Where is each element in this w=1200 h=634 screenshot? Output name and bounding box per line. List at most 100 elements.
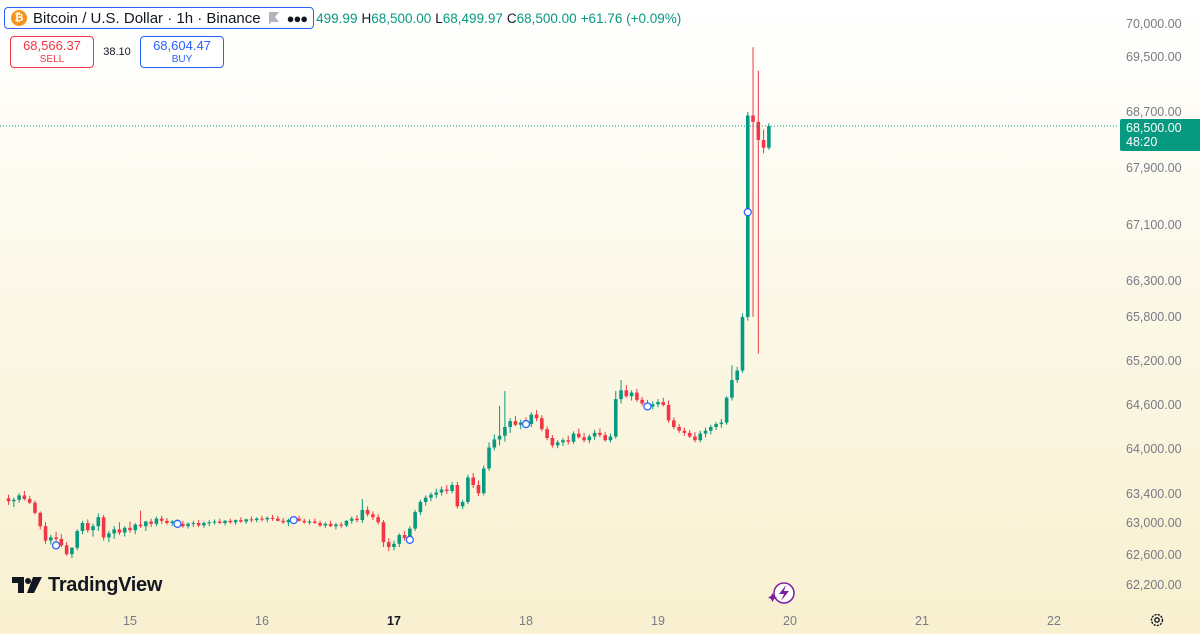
candle[interactable] bbox=[677, 424, 681, 433]
candle[interactable] bbox=[80, 520, 85, 535]
candle[interactable] bbox=[661, 397, 666, 407]
candle[interactable] bbox=[487, 442, 491, 471]
candle[interactable] bbox=[429, 492, 433, 502]
candle[interactable] bbox=[656, 399, 660, 408]
candle[interactable] bbox=[740, 313, 745, 373]
event-marker[interactable] bbox=[173, 519, 182, 528]
candle[interactable] bbox=[555, 440, 560, 449]
candle[interactable] bbox=[318, 520, 322, 527]
candle[interactable] bbox=[49, 535, 53, 545]
candle[interactable] bbox=[313, 518, 317, 524]
candle[interactable] bbox=[149, 518, 153, 527]
candle[interactable] bbox=[233, 519, 238, 525]
candle[interactable] bbox=[687, 429, 692, 438]
candle[interactable] bbox=[376, 514, 380, 525]
candle[interactable] bbox=[212, 519, 217, 525]
candle[interactable] bbox=[635, 388, 639, 403]
candle[interactable] bbox=[455, 482, 460, 509]
candle[interactable] bbox=[392, 540, 396, 551]
buy-button[interactable]: 68,604.47 BUY bbox=[140, 36, 224, 68]
candle[interactable] bbox=[592, 429, 597, 441]
candle[interactable] bbox=[339, 522, 343, 528]
candle[interactable] bbox=[323, 522, 328, 528]
candle[interactable] bbox=[434, 488, 439, 499]
candle[interactable] bbox=[624, 385, 629, 398]
more-icon[interactable]: ●●● bbox=[286, 10, 309, 26]
candle[interactable] bbox=[724, 396, 729, 425]
event-marker[interactable] bbox=[289, 515, 298, 525]
flag-icon[interactable] bbox=[267, 11, 281, 25]
candle[interactable] bbox=[666, 400, 671, 423]
candle[interactable] bbox=[349, 516, 354, 524]
candle[interactable] bbox=[534, 410, 539, 422]
symbol-selector[interactable]: ₿ Bitcoin / U.S. Dollar · 1h · Binance ●… bbox=[4, 7, 315, 29]
candle[interactable] bbox=[672, 417, 676, 430]
candle[interactable] bbox=[693, 432, 697, 443]
candle[interactable] bbox=[629, 390, 634, 401]
settings-gear-icon[interactable] bbox=[1150, 613, 1164, 627]
candle[interactable] bbox=[450, 482, 454, 494]
candle[interactable] bbox=[328, 520, 333, 527]
candle[interactable] bbox=[138, 510, 143, 528]
candle[interactable] bbox=[91, 523, 95, 537]
candle[interactable] bbox=[260, 515, 264, 522]
candle[interactable] bbox=[682, 427, 687, 436]
candle[interactable] bbox=[75, 529, 79, 551]
candle[interactable] bbox=[96, 513, 101, 531]
candle[interactable] bbox=[355, 515, 359, 523]
candle[interactable] bbox=[33, 500, 37, 515]
candle[interactable] bbox=[154, 516, 159, 527]
lightning-event-marker[interactable] bbox=[768, 582, 795, 604]
candle[interactable] bbox=[307, 519, 312, 525]
candle[interactable] bbox=[334, 523, 338, 530]
candle[interactable] bbox=[698, 430, 703, 443]
candle[interactable] bbox=[640, 396, 644, 406]
candle[interactable] bbox=[751, 47, 755, 317]
candle[interactable] bbox=[70, 547, 74, 558]
candle[interactable] bbox=[22, 491, 27, 501]
candle[interactable] bbox=[360, 499, 365, 523]
candle[interactable] bbox=[281, 517, 285, 524]
candle[interactable] bbox=[228, 518, 233, 524]
candle[interactable] bbox=[497, 405, 502, 446]
candle[interactable] bbox=[481, 465, 486, 496]
candle[interactable] bbox=[196, 520, 201, 527]
candle[interactable] bbox=[735, 366, 739, 383]
candle[interactable] bbox=[529, 412, 534, 427]
time-axis[interactable]: 15 16 17 18 19 20 21 22 bbox=[123, 614, 1061, 628]
candle[interactable] bbox=[181, 520, 185, 528]
candle[interactable] bbox=[286, 518, 291, 527]
candle[interactable] bbox=[249, 516, 254, 523]
event-marker[interactable] bbox=[51, 541, 61, 550]
candle[interactable] bbox=[603, 432, 607, 442]
candle[interactable] bbox=[371, 511, 375, 521]
symbol-title[interactable]: Bitcoin / U.S. Dollar · 1h · Binance bbox=[33, 9, 261, 27]
candle[interactable] bbox=[101, 515, 106, 541]
candle[interactable] bbox=[703, 427, 708, 438]
candle[interactable] bbox=[165, 517, 169, 525]
candle[interactable] bbox=[117, 522, 122, 535]
candle[interactable] bbox=[54, 531, 58, 543]
candle[interactable] bbox=[476, 480, 481, 497]
candle[interactable] bbox=[756, 70, 761, 354]
candle[interactable] bbox=[745, 112, 750, 321]
candle[interactable] bbox=[365, 506, 370, 517]
candle[interactable] bbox=[545, 426, 549, 441]
candle[interactable] bbox=[503, 391, 507, 442]
sell-button[interactable]: 68,566.37 SELL bbox=[10, 36, 94, 68]
event-marker[interactable] bbox=[643, 402, 652, 411]
candle[interactable] bbox=[386, 538, 391, 551]
candle[interactable] bbox=[6, 494, 11, 505]
candle[interactable] bbox=[59, 534, 64, 547]
candle[interactable] bbox=[508, 418, 512, 433]
candle[interactable] bbox=[761, 129, 766, 154]
candle[interactable] bbox=[714, 421, 718, 430]
candle[interactable] bbox=[460, 499, 465, 510]
candle[interactable] bbox=[709, 424, 713, 435]
candle[interactable] bbox=[561, 438, 565, 447]
candle[interactable] bbox=[719, 418, 724, 428]
candle[interactable] bbox=[27, 496, 32, 505]
candle[interactable] bbox=[439, 486, 444, 496]
candle[interactable] bbox=[207, 520, 211, 527]
